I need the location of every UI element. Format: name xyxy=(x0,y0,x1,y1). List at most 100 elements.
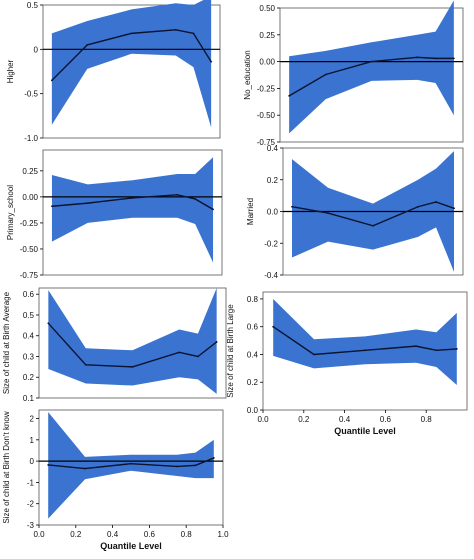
y-tick-label: 0.2 xyxy=(247,378,259,387)
y-tick-label: -0.25 xyxy=(257,84,276,93)
estimate-point xyxy=(192,32,195,35)
estimate-point xyxy=(417,205,419,208)
panel-size-of-child-at-birth-large: 0.0 0.2 0.4 0.6 0.8 0.0 0.2 0.4 0.6 0.8 Size of ch… xyxy=(226,291,468,436)
y-tick-label: -3 xyxy=(27,521,35,530)
estimate-point xyxy=(194,464,197,467)
y-tick-label: 0.5 xyxy=(23,311,35,320)
y-tick-label: 0.8 xyxy=(247,295,259,304)
estimate-point xyxy=(435,201,437,203)
estimate-line xyxy=(272,326,457,356)
confidence-band xyxy=(48,412,214,519)
y-tick-label: -0.4 xyxy=(264,271,278,280)
y-tick-label: -1 xyxy=(27,478,35,487)
y-axis-title: No_education xyxy=(243,50,252,99)
y-tick-label: -0.75 xyxy=(20,271,39,280)
estimate-point xyxy=(455,348,458,350)
estimate-point xyxy=(452,57,455,60)
y-axis-title: Higher xyxy=(6,59,15,83)
estimate-point xyxy=(47,322,50,325)
y-tick-label: 0.6 xyxy=(247,323,259,332)
estimate-point xyxy=(131,197,134,199)
estimate-point xyxy=(212,457,215,459)
y-tick-label: 0.00 xyxy=(259,58,275,67)
estimate-point xyxy=(51,205,53,208)
confidence-band xyxy=(289,0,454,134)
x-tick-label: 0.8 xyxy=(181,530,193,539)
y-axis-title: Primary_school xyxy=(6,185,15,240)
estimate-point xyxy=(372,224,374,227)
y-tick-label: 0.50 xyxy=(259,4,275,13)
estimate-point xyxy=(324,73,327,76)
x-tick-label: 0.4 xyxy=(339,415,351,424)
estimate-point xyxy=(194,198,197,200)
y-tick-label: 0.2 xyxy=(23,373,35,382)
y-tick-label: 0.3 xyxy=(23,352,35,361)
estimate-point xyxy=(131,365,134,368)
panel-size-of-child-at-birth-don-t-know: -3 -2 -1 0 1 2 0.0 0.2 0.4 0.6 0.8 1.0 Size of child… xyxy=(2,409,229,551)
x-tick-label: 0.0 xyxy=(257,415,269,424)
y-tick-label: 1 xyxy=(30,436,35,445)
y-tick-label: -0.2 xyxy=(264,239,278,248)
estimate-point xyxy=(176,465,178,468)
x-tick-label: 1.0 xyxy=(217,530,229,539)
x-tick-label: 0.8 xyxy=(421,415,433,424)
panel-size-of-child-at-birth-average: 0.1 0.2 0.3 0.4 0.5 0.6 Size of child at Birth… xyxy=(2,287,227,403)
estimate-point xyxy=(86,202,89,205)
y-tick-label: -0.50 xyxy=(257,111,276,120)
estimate-point xyxy=(50,79,53,82)
y-tick-label: 0.4 xyxy=(267,144,279,153)
confidence-band xyxy=(273,298,457,386)
estimate-point xyxy=(174,28,177,31)
estimate-point xyxy=(313,353,315,356)
estimate-point xyxy=(178,351,181,354)
y-tick-label: -2 xyxy=(27,500,35,509)
y-tick-label: -1.0 xyxy=(24,134,38,143)
y-tick-label: -0.5 xyxy=(24,90,38,99)
y-axis-title: Size of child at Birth Average xyxy=(2,291,11,394)
panel-no-education: -0.75 -0.50 -0.25 0.00 0.25 0.50 No_education xyxy=(243,0,464,147)
estimate-point xyxy=(210,60,213,63)
y-tick-label: 0.4 xyxy=(247,350,259,359)
y-tick-label: 0.0 xyxy=(267,208,279,217)
estimate-point xyxy=(364,349,366,352)
y-tick-label: 0.5 xyxy=(27,1,39,10)
x-axis-title: Quantile Level xyxy=(334,426,396,436)
estimate-point xyxy=(327,212,329,214)
x-tick-label: 0.2 xyxy=(298,415,310,424)
estimate-line xyxy=(48,457,215,470)
estimate-point xyxy=(434,57,437,60)
y-tick-label: 0.2 xyxy=(267,176,279,185)
estimate-point xyxy=(130,462,132,465)
x-tick-label: 0.6 xyxy=(144,530,156,539)
confidence-band xyxy=(48,288,217,394)
y-tick-label: 2 xyxy=(30,415,35,424)
y-tick-label: 0.4 xyxy=(23,332,35,341)
estimate-point xyxy=(370,60,373,63)
estimate-point xyxy=(176,193,179,196)
estimate-point xyxy=(197,355,199,358)
estimate-point xyxy=(415,345,417,348)
estimate-line xyxy=(51,29,212,81)
confidence-band xyxy=(51,0,212,128)
x-tick-label: 0.6 xyxy=(380,415,392,424)
y-tick-label: -0.25 xyxy=(20,219,39,228)
panel-higher: -1.0 -0.5 0 0.5 Higher xyxy=(6,0,221,143)
estimate-point xyxy=(435,349,438,352)
estimate-point xyxy=(272,325,275,328)
y-axis-title: Size of child at Birth Don't know xyxy=(2,411,11,523)
estimate-line xyxy=(47,322,218,368)
estimate-point xyxy=(84,363,87,366)
x-tick-label: 0.0 xyxy=(33,530,45,539)
y-tick-label: 0.25 xyxy=(259,31,275,40)
y-axis-title: Married xyxy=(246,198,255,225)
estimate-point xyxy=(291,205,293,208)
y-tick-label: 0 xyxy=(34,45,39,54)
x-tick-label: 0.2 xyxy=(70,530,82,539)
y-tick-label: 0 xyxy=(30,457,35,466)
y-tick-label: 0.1 xyxy=(23,394,35,403)
confidence-band xyxy=(51,157,214,263)
y-tick-label: 0.00 xyxy=(22,193,38,202)
y-axis-title: Size of child at Birth Large xyxy=(226,304,235,398)
y-tick-label: -0.75 xyxy=(257,138,276,147)
